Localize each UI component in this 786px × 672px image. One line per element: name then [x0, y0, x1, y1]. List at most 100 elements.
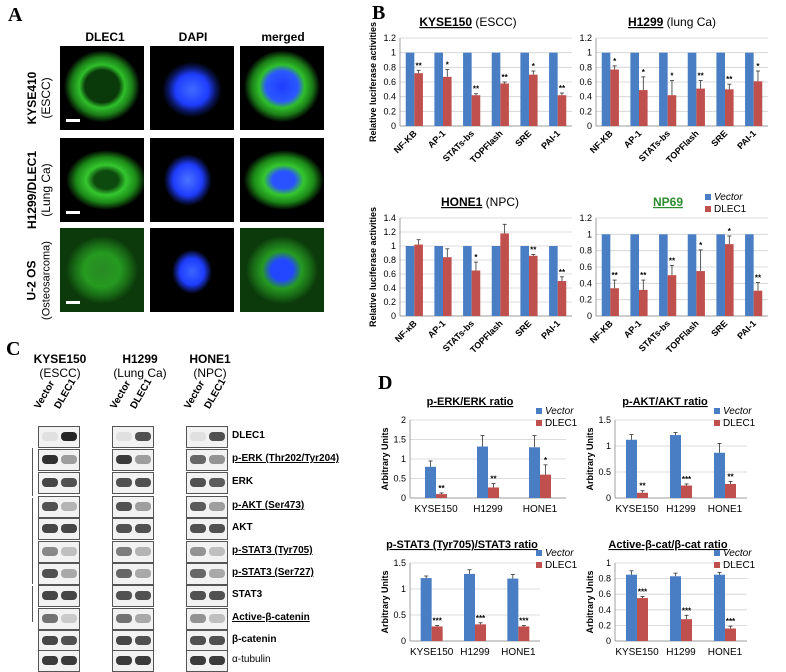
blot-band [61, 636, 77, 645]
chart-title: H1299 (lung Ca) [628, 15, 716, 29]
blot-band [116, 524, 132, 533]
y-tick-label: 0.4 [579, 92, 592, 102]
bar-vector [687, 234, 697, 316]
bar-dlec1 [637, 492, 648, 498]
y-tick-label: 0.8 [579, 246, 592, 256]
significance-label: ** [640, 271, 647, 280]
significance-label: ** [726, 75, 733, 84]
blot-band [42, 636, 58, 645]
y-tick-label: 0.6 [383, 269, 396, 279]
bar-dlec1 [681, 485, 692, 498]
y-tick-label: 0.8 [383, 255, 396, 265]
scale-bar [66, 211, 80, 214]
legend-swatch [705, 206, 711, 212]
y-tick-label: 1.2 [579, 213, 592, 223]
bar-vector [626, 574, 637, 641]
blot-band [135, 478, 151, 487]
blot-8-0 [38, 608, 80, 630]
bar-vector [529, 447, 540, 498]
micrograph-kyse410-merged [240, 46, 324, 130]
bar-vector [520, 52, 529, 126]
bar-dlec1 [681, 619, 692, 641]
blot-5-0 [38, 541, 80, 563]
bar-vector [434, 246, 443, 316]
blot-band [209, 455, 225, 464]
y-tick-label: 0.2 [579, 295, 592, 305]
y-tick-label: 0 [606, 493, 611, 503]
y-tick-label: 0 [391, 121, 396, 131]
significance-label: * [544, 456, 548, 465]
bracket-erk [32, 448, 33, 496]
blot-1-2 [186, 449, 228, 471]
blot-8-1 [112, 608, 154, 630]
bar-dlec1 [500, 83, 509, 126]
bar-dlec1 [414, 73, 423, 126]
blot-band [116, 614, 132, 623]
chart-d3: 0 0.5 1 1.5 *** KYSE150 *** H1299 *** HONE1 p-STAT… [380, 539, 578, 658]
bar-vector [434, 52, 443, 126]
legend-label: DLEC1 [545, 560, 578, 571]
y-axis-label: Relative luciferase activities [368, 22, 378, 142]
bar-vector [714, 452, 725, 498]
x-category-label: H1299 [666, 504, 696, 515]
blot-band [190, 591, 206, 600]
y-tick-label: 0.2 [579, 106, 592, 116]
bar-vector [659, 52, 668, 126]
blot-band [116, 502, 132, 511]
blot-band [42, 502, 58, 511]
blot-label: AKT [232, 522, 253, 533]
legend-swatch [536, 408, 542, 414]
legend-swatch [536, 550, 542, 556]
blot-band [209, 636, 225, 645]
micrograph-u2os-dapi [150, 228, 234, 312]
blot-band [116, 478, 132, 487]
y-tick-label: 1.5 [598, 415, 611, 425]
scale-bar [66, 119, 80, 122]
blot-band [190, 524, 206, 533]
blot-band [135, 656, 151, 665]
blot-1-1 [112, 449, 154, 471]
y-tick-label: 1.2 [579, 33, 592, 43]
blot-band [209, 524, 225, 533]
micrograph-h1299-dapi [150, 138, 234, 222]
blot-band [135, 636, 151, 645]
bar-dlec1 [725, 244, 734, 316]
chart-b2: 00.20.40.60.811.2*NF-KB*AP-1*STATs-bs**T… [579, 15, 768, 165]
chart-title-rest: (NPC) [482, 195, 519, 209]
bar-vector [601, 52, 611, 126]
y-tick-label: 0.2 [598, 620, 611, 630]
chart-title: KYSE150 (ESCC) [419, 15, 516, 29]
blot-2-1 [112, 472, 154, 494]
blot-0-2 [186, 426, 228, 448]
significance-label: ** [416, 61, 423, 70]
blot-band [209, 591, 225, 600]
significance-label: * [699, 241, 703, 250]
bar-dlec1 [557, 95, 567, 126]
bar-vector [745, 234, 754, 316]
bar-dlec1 [725, 628, 736, 641]
y-tick-label: 2 [401, 415, 406, 425]
y-tick-label: 0.6 [383, 77, 396, 87]
significance-label: * [613, 57, 617, 66]
blot-band [61, 614, 77, 623]
y-axis-label: Arbitrary Units [380, 427, 390, 490]
blot-2-0 [38, 472, 80, 494]
blot-5-2 [186, 541, 228, 563]
bar-vector [714, 574, 725, 641]
bar-dlec1 [753, 81, 763, 126]
chart-title: HONE1 (NPC) [441, 195, 519, 209]
chart-b3: 00.20.40.60.811.21.4NF-κB AP-1*STATs-bsTO… [368, 195, 572, 355]
significance-label: * [532, 62, 536, 71]
y-tick-label: 0.4 [579, 278, 592, 288]
significance-label: * [474, 253, 478, 262]
significance-label: ** [438, 484, 445, 493]
blot-band [116, 432, 132, 441]
cell-sub: (NPC) [193, 366, 227, 380]
x-category-label: HONE1 [708, 504, 743, 515]
x-category-label: SRE [513, 318, 533, 338]
bar-dlec1 [471, 95, 481, 126]
x-category-label: H1299 [666, 647, 696, 658]
significance-label: * [670, 72, 674, 81]
chart-title-bold: H1299 [628, 15, 664, 29]
blot-band [135, 569, 151, 578]
